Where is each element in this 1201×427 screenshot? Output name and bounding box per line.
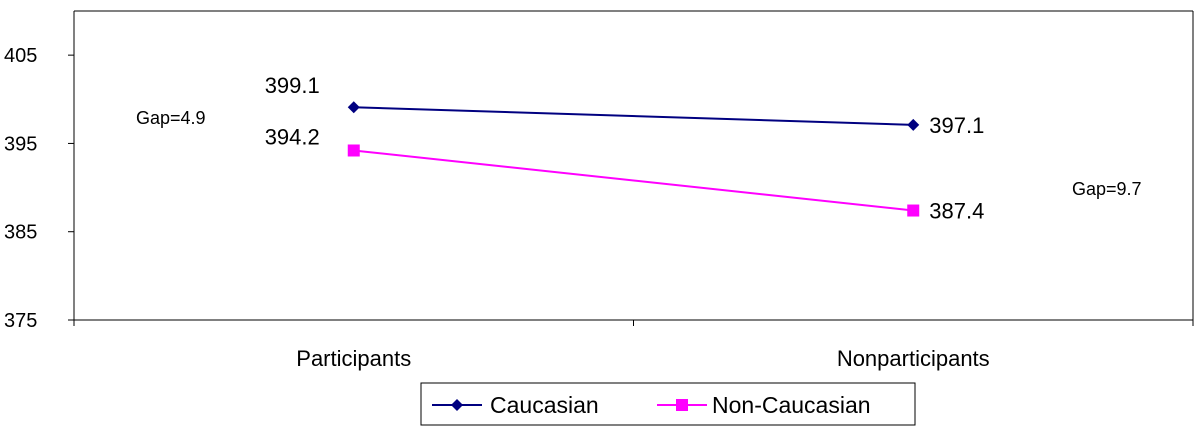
data-labels: 399.1 397.1 394.2 387.4 <box>265 73 985 223</box>
x-tick-label: Participants <box>296 346 411 371</box>
data-label: 397.1 <box>929 113 984 138</box>
legend-diamond-marker-icon <box>451 399 463 411</box>
data-label: 394.2 <box>265 124 320 149</box>
series-line-caucasian <box>353 106 914 126</box>
annotation-gap-participants: Gap=4.9 <box>136 108 206 128</box>
data-label: 399.1 <box>265 73 320 98</box>
legend-label-non-caucasian: Non-Caucasian <box>712 392 871 418</box>
y-tick-label: 385 <box>4 222 37 244</box>
series-layer <box>347 101 920 217</box>
plot-frame <box>73 10 1194 321</box>
y-tick-label: 405 <box>4 45 37 67</box>
legend-label-caucasian: Caucasian <box>490 392 599 418</box>
y-tick-label: 375 <box>4 310 37 332</box>
x-axis-ticks: Participants Nonparticipants <box>73 320 1194 371</box>
data-label: 387.4 <box>929 199 984 224</box>
y-axis-ticks: 405 395 385 375 <box>4 45 74 332</box>
legend-square-marker-icon <box>676 399 688 411</box>
x-tick-label: Nonparticipants <box>837 346 990 371</box>
data-point-square <box>347 144 360 157</box>
data-point-diamond <box>907 118 920 131</box>
data-point-diamond <box>347 101 360 114</box>
data-point-square <box>907 204 920 217</box>
series-line-non-caucasian <box>353 149 914 212</box>
legend: Caucasian Non-Caucasian <box>420 382 916 426</box>
y-tick-label: 395 <box>4 133 37 155</box>
annotation-gap-nonparticipants: Gap=9.7 <box>1072 179 1142 199</box>
